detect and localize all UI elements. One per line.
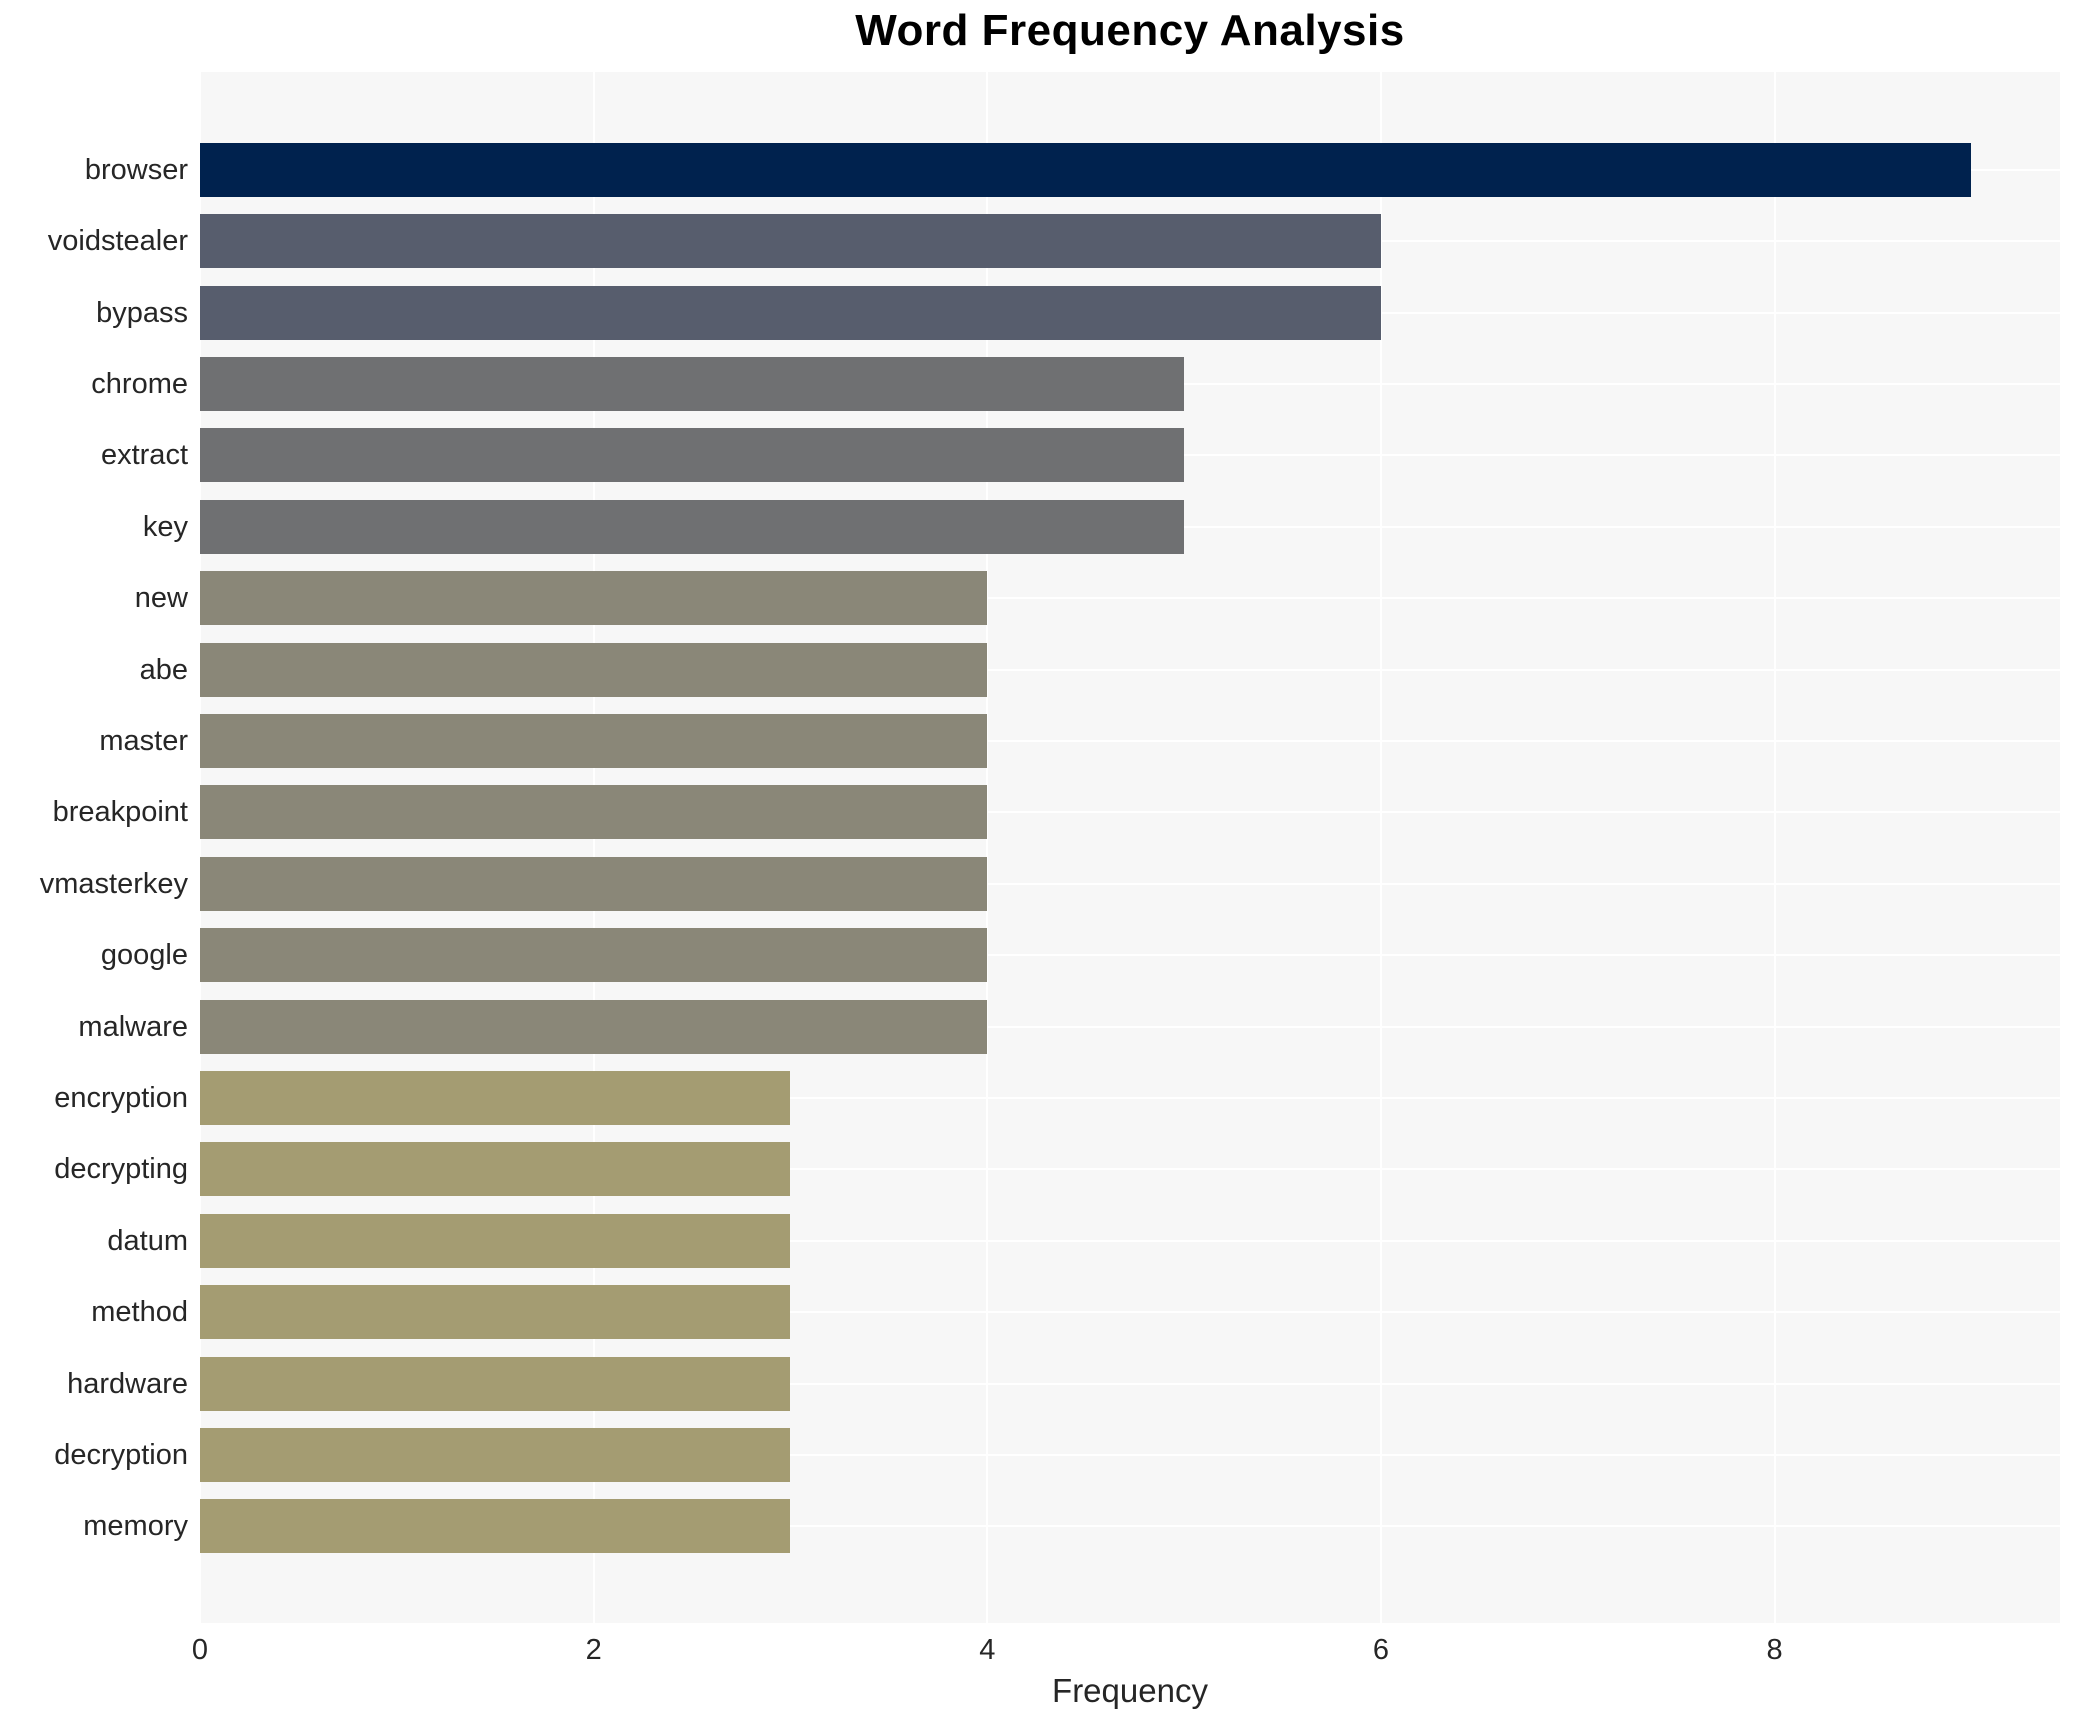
gridline-horizontal <box>200 597 2060 600</box>
gridline-horizontal <box>200 1168 2060 1171</box>
bar <box>200 1499 791 1554</box>
category-label: browser <box>84 153 188 186</box>
gridline-horizontal <box>200 1096 2060 1099</box>
bar <box>200 999 988 1054</box>
category-label: decrypting <box>54 1153 188 1186</box>
category-label: key <box>142 510 188 543</box>
category-label: master <box>99 724 188 757</box>
category-label: new <box>134 582 188 615</box>
x-tick-label: 0 <box>191 1634 209 1666</box>
bar <box>200 571 988 626</box>
category-label: google <box>100 939 188 972</box>
category-label: bypass <box>96 296 188 329</box>
bar <box>200 285 1381 340</box>
gridline-vertical <box>1773 72 1776 1623</box>
bar <box>200 713 988 768</box>
gridline-horizontal <box>200 1025 2060 1028</box>
bar <box>200 1285 791 1340</box>
category-label: method <box>91 1296 188 1329</box>
x-tick-label: 2 <box>585 1634 602 1666</box>
gridline-horizontal <box>200 811 2060 814</box>
bar <box>200 856 988 911</box>
category-label: memory <box>83 1510 188 1543</box>
chart-title: Word Frequency Analysis <box>855 6 1405 55</box>
bar <box>200 1427 791 1482</box>
gridline-horizontal <box>200 1239 2060 1242</box>
category-label: chrome <box>91 367 188 400</box>
bar <box>200 1142 791 1197</box>
gridline-horizontal <box>200 1453 2060 1456</box>
bar <box>200 1070 791 1125</box>
category-label: extract <box>100 439 188 472</box>
category-label: malware <box>78 1010 188 1043</box>
bar <box>200 428 1185 483</box>
gridline-horizontal <box>200 1382 2060 1385</box>
category-label: abe <box>139 653 188 686</box>
gridline-horizontal <box>200 954 2060 957</box>
plot-area <box>199 72 2060 1623</box>
bar <box>200 214 1381 269</box>
x-tick-label: 8 <box>1766 1634 1783 1666</box>
category-label: hardware <box>67 1367 188 1400</box>
bar <box>200 1213 791 1268</box>
category-label: datum <box>107 1224 188 1257</box>
bar <box>200 785 988 840</box>
bar <box>200 642 988 697</box>
gridline-vertical <box>1379 72 1382 1623</box>
bar <box>200 499 1185 554</box>
gridline-horizontal <box>200 668 2060 671</box>
bar <box>200 1356 791 1411</box>
bar <box>200 142 1972 197</box>
category-label: vmasterkey <box>39 867 188 900</box>
bar <box>200 928 988 983</box>
x-tick-label: 4 <box>979 1634 996 1666</box>
gridline-horizontal <box>200 882 2060 885</box>
gridline-horizontal <box>200 1525 2060 1528</box>
x-tick-label: 6 <box>1372 1634 1389 1666</box>
category-label: decryption <box>54 1438 188 1471</box>
gridline-vertical <box>592 72 595 1623</box>
gridline-vertical <box>199 72 201 1623</box>
gridline-horizontal <box>200 1311 2060 1314</box>
gridline-vertical <box>986 72 989 1623</box>
category-label: voidstealer <box>47 225 188 258</box>
bar <box>200 356 1185 411</box>
x-axis-label: Frequency <box>1052 1672 1208 1709</box>
gridline-horizontal <box>200 739 2060 742</box>
category-label: breakpoint <box>52 796 188 829</box>
category-label: encryption <box>54 1081 188 1114</box>
